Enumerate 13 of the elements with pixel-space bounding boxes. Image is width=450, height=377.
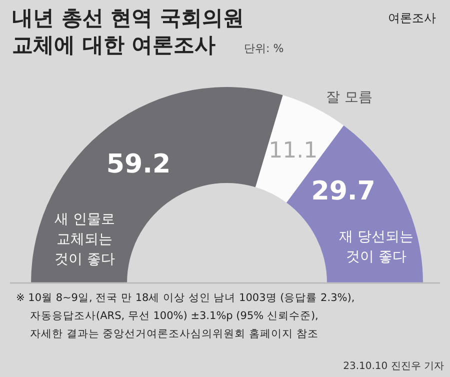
data-label: 59.2 bbox=[106, 149, 171, 180]
chart-title: 내년 총선 현역 국회의원 교체에 대한 여론조사 bbox=[12, 6, 244, 57]
text: 23.10.10 진진우 기자 bbox=[343, 361, 444, 372]
slice-label: 잘 모름 bbox=[326, 90, 373, 106]
chart-subtitle: 단위: % bbox=[244, 42, 284, 55]
text: ※ 10월 8~9일, 전국 만 18세 이상 성인 남녀 1003명 (응답률 2.3%), bbox=[16, 292, 355, 304]
text: 자세한 결과는 중앙선거여론조사심의위원회 홈페이지 참조 bbox=[30, 328, 318, 340]
text: 여론조사 bbox=[388, 11, 436, 25]
text: 자동응답조사(ARS, 무선 100%) ±3.1%p (95% 신뢰수준), bbox=[30, 310, 318, 322]
data-label: 29.7 bbox=[311, 176, 376, 206]
slice-label: 새 인물로 교체되는 것이 좋다 bbox=[54, 211, 115, 268]
slice-label: 재 당선되는 것이 좋다 bbox=[338, 228, 414, 265]
data-label: 11.1 bbox=[268, 138, 318, 164]
